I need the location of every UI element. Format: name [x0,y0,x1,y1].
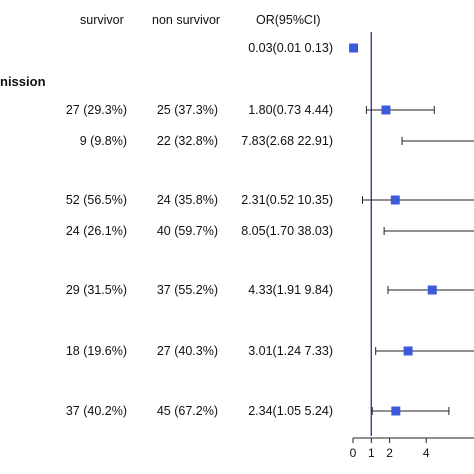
cell-survivor: 52 (56.5%) [65,193,127,207]
cell-non-survivor: 22 (32.8%) [156,134,218,148]
cell-or-ci: 4.33(1.91 9.84) [248,283,333,297]
cell-non-survivor: 37 (55.2%) [156,283,218,297]
header-or-ci: OR(95%CI) [256,13,321,27]
cell-non-survivor: 25 (37.3%) [156,103,218,117]
cell-non-survivor: 45 (67.2%) [156,404,218,418]
x-tick-label: 2 [386,446,393,460]
cell-non-survivor: 27 (40.3%) [156,344,218,358]
x-tick-label: 1 [368,446,375,460]
cell-non-survivor: 40 (59.7%) [156,224,218,238]
x-tick-label: 0 [350,446,357,460]
section-label: nission [0,74,46,89]
or-point [427,285,437,295]
cell-or-ci: 2.31(0.52 10.35) [241,193,333,207]
or-point [391,406,401,416]
cell-or-ci: 8.05(1.70 38.03) [241,224,333,238]
x-tick-label: 4 [423,446,430,460]
or-point [403,346,413,356]
cell-or-ci: 0.03(0.01 0.13) [248,41,333,55]
cell-or-ci: 1.80(0.73 4.44) [248,103,333,117]
cell-survivor: 27 (29.3%) [65,103,127,117]
cell-survivor: 29 (31.5%) [65,283,127,297]
or-point [390,195,400,205]
or-point [381,105,391,115]
cell-survivor: 24 (26.1%) [65,224,127,238]
cell-or-ci: 2.34(1.05 5.24) [248,404,333,418]
cell-survivor: 18 (19.6%) [65,344,127,358]
cell-or-ci: 3.01(1.24 7.33) [248,344,333,358]
cell-or-ci: 7.83(2.68 22.91) [241,134,333,148]
cell-survivor: 9 (9.8%) [79,134,127,148]
cell-survivor: 37 (40.2%) [65,404,127,418]
cell-non-survivor: 24 (35.8%) [156,193,218,207]
header-non-survivor: non survivor [152,13,221,27]
or-point [349,43,359,53]
header-survivor: survivor [80,13,124,27]
